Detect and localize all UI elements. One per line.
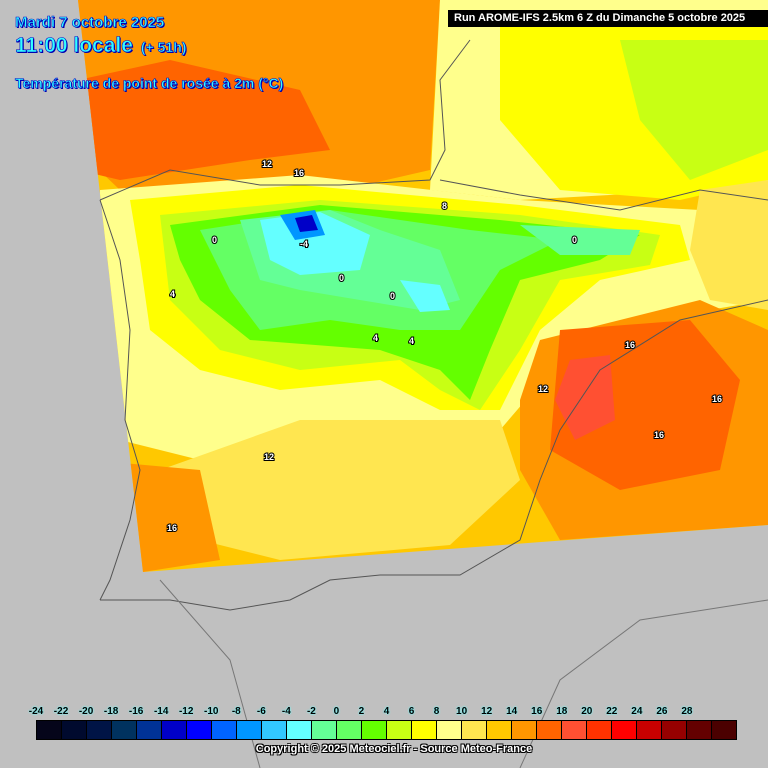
legend-label: 4 (383, 706, 390, 717)
run-info: Run AROME-IFS 2.5km 6 Z du Dimanche 5 oc… (448, 10, 768, 27)
legend-swatch (712, 721, 736, 739)
contour-label: 0 (572, 235, 577, 245)
legend-label: 22 (606, 706, 618, 717)
legend-swatch (37, 721, 62, 739)
legend-swatch (62, 721, 87, 739)
legend-label: 6 (408, 706, 415, 717)
legend-swatch (437, 721, 462, 739)
contour-label: 8 (442, 201, 447, 211)
legend-swatch (537, 721, 562, 739)
legend-swatch (162, 721, 187, 739)
legend-label: 16 (531, 706, 543, 717)
contour-label: 0 (390, 291, 395, 301)
legend-swatch (137, 721, 162, 739)
legend-label: 12 (481, 706, 493, 717)
legend-swatch (287, 721, 312, 739)
legend-swatch (262, 721, 287, 739)
legend-label: -24 (28, 706, 44, 717)
legend-label: -8 (231, 706, 241, 717)
forecast-date: Mardi 7 octobre 2025 (15, 14, 165, 32)
color-legend (36, 720, 737, 740)
legend-swatch (637, 721, 662, 739)
legend-swatch (112, 721, 137, 739)
legend-label: -14 (153, 706, 169, 717)
lead-time: (+ 51h) (140, 39, 187, 56)
legend-label: 14 (506, 706, 518, 717)
contour-label: 16 (167, 523, 177, 533)
legend-label: 8 (433, 706, 440, 717)
legend-label: -16 (128, 706, 144, 717)
contour-labels: 12 16 8 0 -4 0 0 4 4 0 4 16 12 16 16 12 … (166, 158, 723, 534)
legend-swatch (387, 721, 412, 739)
legend-swatch (587, 721, 612, 739)
legend-swatch (237, 721, 262, 739)
legend-label: -12 (178, 706, 194, 717)
parameter-title: Température de point de rosée à 2m (°C) (15, 75, 284, 92)
contour-label: 12 (264, 452, 274, 462)
legend-swatch (512, 721, 537, 739)
legend-swatch (687, 721, 712, 739)
legend-label: -18 (103, 706, 119, 717)
contour-label: 0 (339, 273, 344, 283)
contour-label: 12 (538, 384, 548, 394)
contour-label: 0 (212, 235, 217, 245)
legend-label: -2 (306, 706, 316, 717)
contour-label: 16 (294, 168, 304, 178)
contour-label: -4 (300, 239, 308, 249)
forecast-time: 11:00 locale (+ 51h) (15, 34, 187, 58)
legend-label: 24 (631, 706, 643, 717)
legend-label: 20 (581, 706, 593, 717)
contour-label: 16 (654, 430, 664, 440)
legend-swatch (312, 721, 337, 739)
legend-label: -10 (204, 706, 219, 717)
contour-label: 16 (712, 394, 722, 404)
contour-label: 4 (373, 333, 378, 343)
coastlines (99, 39, 768, 768)
contour-label: 12 (262, 159, 272, 169)
copyright: Copyright © 2025 Meteociel.fr - Source M… (255, 743, 533, 755)
legend-label: 18 (556, 706, 568, 717)
legend-label: 28 (681, 706, 693, 717)
legend-label: 0 (333, 706, 340, 717)
legend-label: -20 (78, 706, 94, 717)
local-time: 11:00 locale (15, 34, 134, 58)
legend-label: 10 (456, 706, 468, 717)
legend-swatch (212, 721, 237, 739)
legend-label: 2 (358, 706, 365, 717)
legend-swatch (612, 721, 637, 739)
legend-swatch (462, 721, 487, 739)
legend-swatch (87, 721, 112, 739)
contour-label: 16 (625, 340, 635, 350)
legend-label: -4 (281, 706, 291, 717)
legend-label: 26 (656, 706, 668, 717)
legend-label: -22 (53, 706, 69, 717)
legend-swatch (412, 721, 437, 739)
legend-swatch (362, 721, 387, 739)
legend-swatch (487, 721, 512, 739)
legend-labels: -24 -22 -20 -18 -16 -14 -12 -10 -8 -6 -4 -2 0 2 4 6 8 10 1… (0, 706, 768, 720)
legend-swatch (662, 721, 687, 739)
contour-label: 4 (170, 289, 175, 299)
contour-label: 4 (409, 336, 414, 346)
legend-swatch (187, 721, 212, 739)
legend-swatch (562, 721, 587, 739)
legend-label: -6 (256, 706, 266, 717)
legend-swatch (337, 721, 362, 739)
